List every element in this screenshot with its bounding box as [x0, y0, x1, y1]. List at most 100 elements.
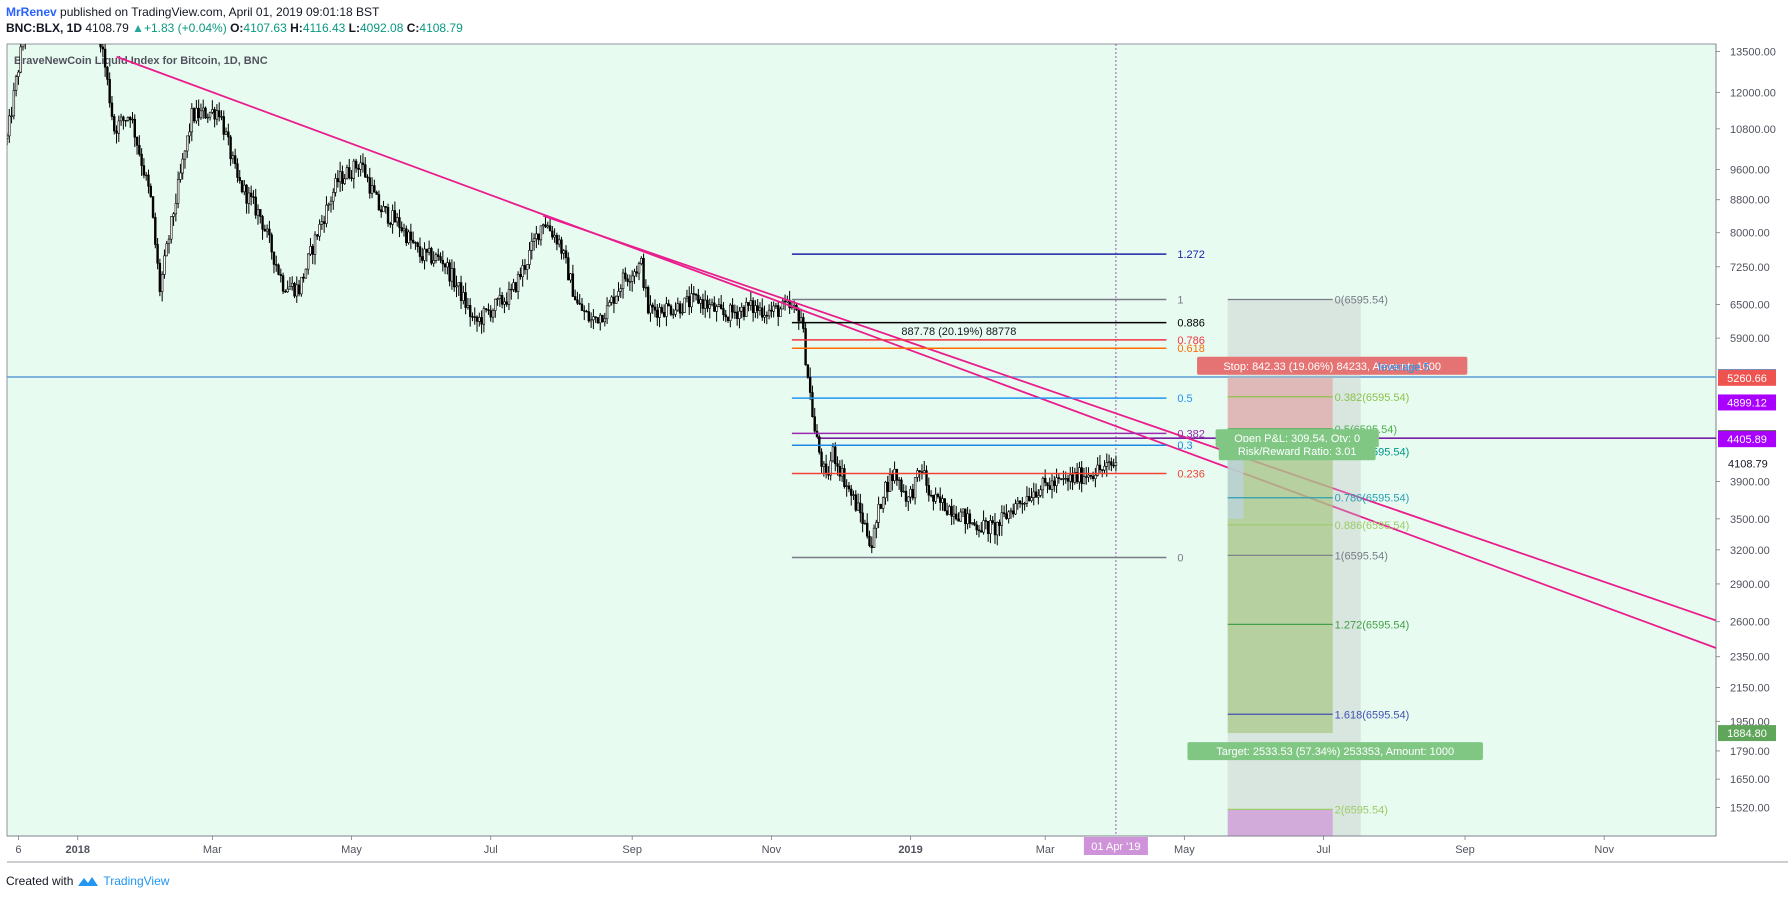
- candle-body: [455, 285, 458, 288]
- candle-body: [660, 307, 664, 313]
- candle-body: [646, 287, 650, 314]
- candle-body: [384, 206, 387, 208]
- y-tick-label: 3200.00: [1730, 545, 1770, 557]
- candle-body: [594, 316, 597, 318]
- candle-body: [131, 118, 134, 121]
- candle-body: [54, 11, 56, 36]
- candle-body: [311, 246, 314, 255]
- candle-body: [943, 498, 946, 512]
- candle-body: [1062, 478, 1065, 480]
- candle-body: [824, 463, 828, 475]
- candle-body: [416, 242, 419, 247]
- candle-body: [350, 177, 353, 179]
- y-axis: 13500.00 12000.00 10800.00 9600.00 8800.00 80…: [1716, 47, 1776, 815]
- candle-body: [980, 530, 983, 533]
- candle-body: [270, 234, 273, 253]
- published-info: published on TradingView.com, April 01, …: [60, 5, 380, 19]
- price-badge-bg: [1718, 369, 1776, 386]
- candle-body: [498, 295, 502, 299]
- trendline: [116, 55, 1716, 649]
- candle-body: [685, 296, 689, 299]
- candle-body: [263, 228, 267, 232]
- candle-body: [140, 153, 143, 166]
- candle-body: [717, 304, 721, 307]
- candle-body: [473, 316, 476, 318]
- author-name[interactable]: MrRenev: [6, 5, 57, 19]
- candle-body: [569, 273, 572, 281]
- candle-body: [281, 275, 285, 292]
- candle-body: [526, 264, 529, 270]
- candle-body: [948, 506, 951, 515]
- candle-body: [617, 291, 620, 297]
- y-tick-label: 8000.00: [1730, 228, 1770, 240]
- candle-body: [932, 494, 935, 502]
- candle-body: [93, 0, 95, 7]
- candle-body: [1055, 477, 1058, 486]
- candle-body: [596, 317, 600, 324]
- candle-body: [583, 310, 586, 312]
- candle-body: [487, 309, 490, 311]
- candle-body: [343, 178, 346, 184]
- candle-body: [101, 46, 105, 50]
- candle-body: [957, 518, 960, 522]
- price-badge-bg: [1718, 431, 1776, 448]
- candle-body: [986, 520, 990, 535]
- candle-body: [229, 136, 232, 160]
- candle-body: [357, 167, 360, 170]
- candle-body: [834, 446, 837, 465]
- candle-body: [708, 304, 711, 309]
- candle-body: [868, 535, 871, 546]
- y-tick-label: 7250.00: [1730, 262, 1770, 274]
- candle-body: [348, 167, 351, 179]
- candle-body: [740, 306, 743, 312]
- y-tick-label: 2900.00: [1730, 579, 1770, 591]
- low-label: L:: [348, 21, 360, 35]
- candle-body: [466, 305, 470, 308]
- candle-body: [544, 224, 547, 228]
- candle-body: [119, 116, 123, 122]
- candle-body: [316, 234, 319, 237]
- candle-body: [1043, 477, 1047, 483]
- tradingview-brand[interactable]: TradingView: [103, 874, 170, 888]
- candle-body: [651, 304, 654, 308]
- price-badge: 1884.80: [1727, 728, 1767, 740]
- candle-body: [603, 318, 607, 323]
- candle-body: [491, 310, 495, 318]
- candle-body: [70, 30, 72, 33]
- candle-body: [621, 272, 625, 289]
- candle-body: [770, 309, 773, 312]
- y-tick-label: 8800.00: [1730, 195, 1770, 207]
- candle-body: [1114, 462, 1118, 466]
- candle-body: [678, 303, 682, 314]
- candle-body: [936, 494, 940, 498]
- candle-body: [875, 522, 878, 529]
- candle-body: [576, 299, 579, 304]
- fib-level-label: 0.886: [1177, 318, 1205, 330]
- candle-body: [774, 305, 778, 307]
- candle-body: [701, 299, 705, 309]
- candle-body: [808, 377, 812, 393]
- candle-body: [1094, 474, 1097, 479]
- x-tick-label: Jul: [484, 844, 498, 856]
- candle-body: [7, 135, 9, 139]
- x-tick-label: 6: [15, 844, 21, 856]
- candle-body: [377, 194, 381, 211]
- candle-body: [97, 6, 99, 23]
- candle-body: [1041, 477, 1045, 491]
- candle-body: [322, 221, 326, 224]
- candle-body: [959, 511, 962, 522]
- candle-body: [530, 240, 533, 251]
- candle-body: [124, 119, 127, 122]
- candle-body: [441, 259, 445, 265]
- fib-level-label: 0.236: [1177, 468, 1205, 480]
- candle-body: [103, 48, 107, 68]
- candle-body: [683, 297, 686, 313]
- price-badge-bg: [1718, 394, 1776, 411]
- candle-body: [870, 545, 873, 548]
- x-tick-label: Mar: [203, 844, 222, 856]
- candle-body: [667, 303, 670, 307]
- candle-body: [300, 276, 303, 295]
- candle-body: [722, 308, 725, 316]
- candle-body: [291, 282, 294, 287]
